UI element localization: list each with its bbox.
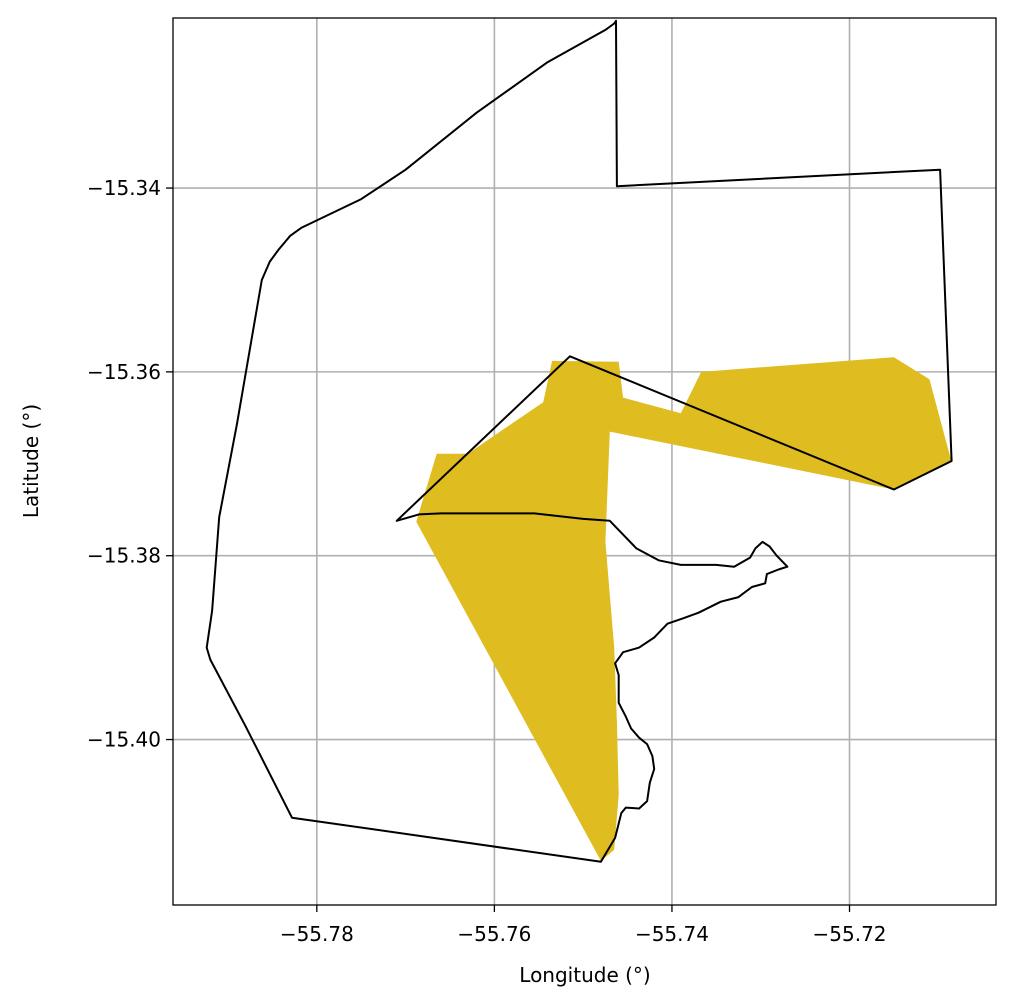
y-axis-label: Latitude (°) <box>19 404 43 518</box>
y-tick-label: −15.40 <box>87 728 161 752</box>
y-ticks: −15.34 −15.36 −15.38 −15.40 <box>87 176 173 752</box>
filled-regions <box>416 357 952 861</box>
outlines <box>205 19 953 863</box>
x-ticks: −55.78 −55.76 −55.74 −55.72 <box>280 905 887 946</box>
y-tick-label: −15.34 <box>87 176 161 200</box>
y-tick-label: −15.38 <box>87 544 161 568</box>
x-tick-label: −55.78 <box>280 922 354 946</box>
x-axis-label: Longitude (°) <box>519 963 650 987</box>
x-tick-label: −55.72 <box>813 922 887 946</box>
x-tick-label: −55.76 <box>457 922 531 946</box>
y-tick-label: −15.36 <box>87 360 161 384</box>
x-tick-label: −55.74 <box>635 922 709 946</box>
plot-frame <box>172 17 997 906</box>
filled-region <box>416 357 952 861</box>
boundary-outline <box>205 19 953 863</box>
